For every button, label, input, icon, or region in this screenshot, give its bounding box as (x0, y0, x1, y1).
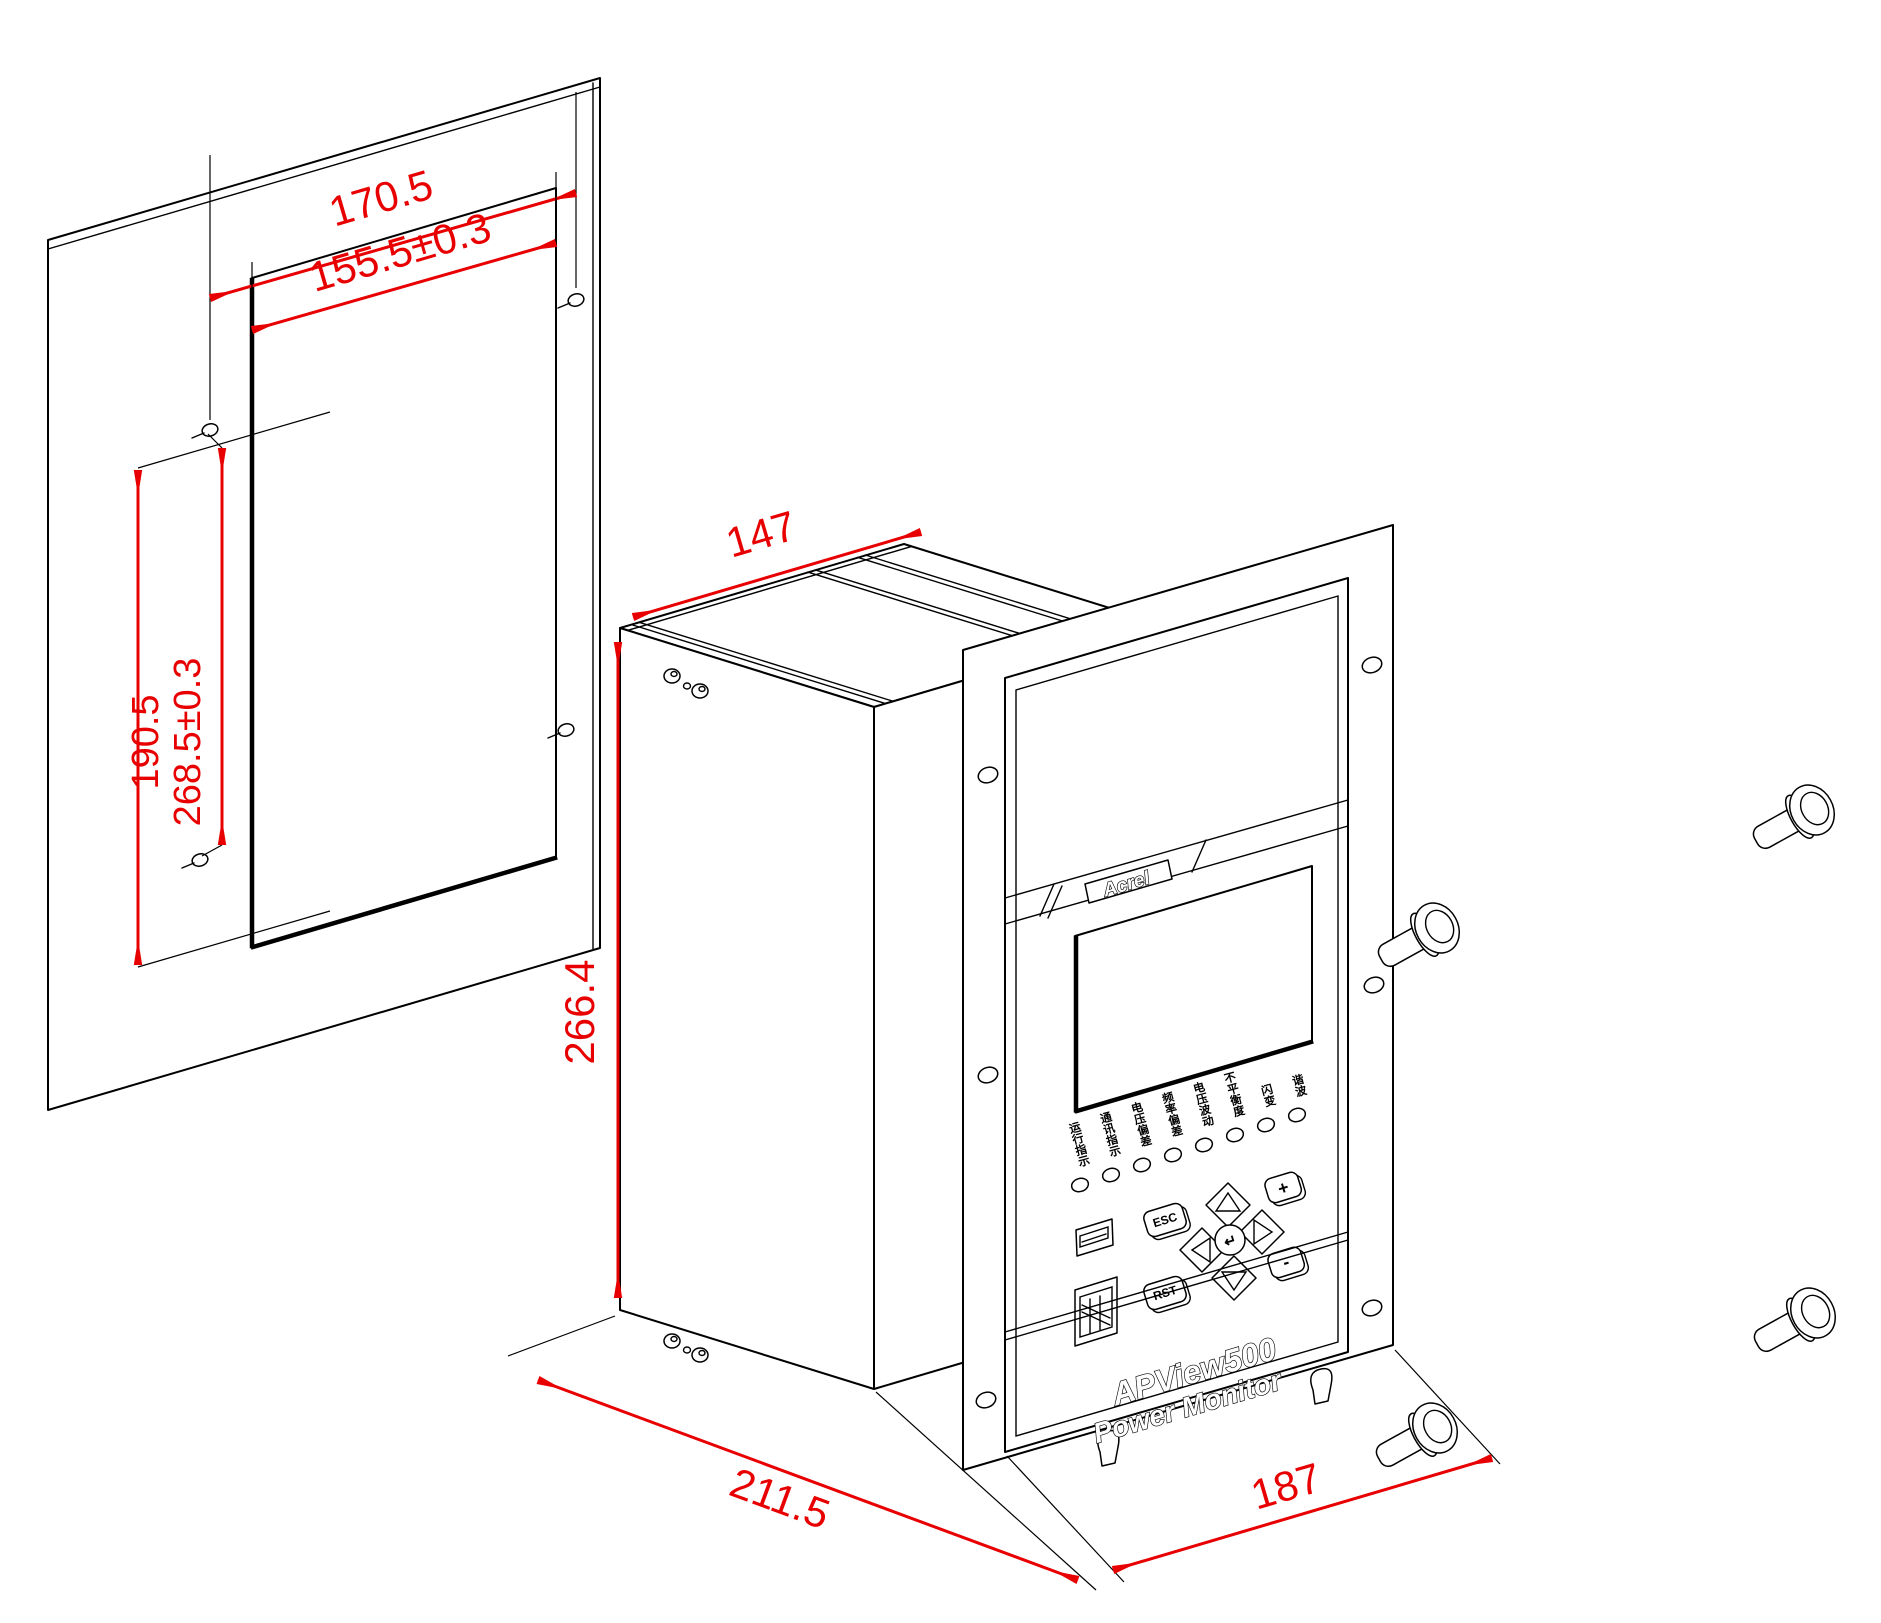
left-arrow-icon (1190, 1236, 1211, 1264)
panel-edge-inner-top (47, 86, 601, 250)
led-label: 闪变 (1260, 1082, 1278, 1110)
led-label: 电压偏差 (1130, 1099, 1154, 1149)
screw (1752, 784, 1836, 850)
cutout-opening (249, 187, 558, 950)
dimension-hole-span-height: 190.5 (125, 411, 331, 968)
flange-hole (1361, 1299, 1383, 1317)
screw (1375, 1402, 1459, 1468)
led-indicator (1101, 1167, 1121, 1183)
dimension-cutout-height: 268.5±0.3 (167, 433, 227, 857)
led-indicator (1194, 1137, 1214, 1153)
mounting-hole (191, 853, 209, 867)
flange-hole (977, 766, 999, 784)
bezel-band-line (1004, 1239, 1349, 1341)
esc-key-label: ESC (1151, 1210, 1179, 1231)
usb-port (1075, 1218, 1114, 1257)
led-indicator (1163, 1147, 1183, 1163)
mounting-panel: 170.5 155.5±0.3 190.5 268.5±0.3 (47, 77, 601, 1111)
flange-hole (977, 1066, 999, 1084)
right-arrow-icon (1253, 1218, 1274, 1246)
nav-right-key (1239, 1209, 1285, 1255)
case-screws (663, 668, 709, 1363)
dim-label-187: 187 (1246, 1454, 1326, 1519)
led-label: 频率偏差 (1161, 1089, 1185, 1139)
led-label: 运行指示 (1067, 1120, 1092, 1169)
up-arrow-icon (1214, 1191, 1242, 1212)
plus-key: + (1264, 1171, 1307, 1207)
screw (1753, 1287, 1837, 1353)
led-indicator (1225, 1127, 1245, 1143)
screw (1377, 902, 1461, 968)
bezel-band-line (1004, 1231, 1349, 1333)
acrel-logo-box (1084, 859, 1173, 904)
enter-key: ↵ (1214, 1224, 1246, 1256)
dimension-height: 266.4 (556, 642, 623, 1298)
keypad: ESC RST (1143, 1171, 1310, 1314)
mounting-screws (1375, 784, 1837, 1468)
ethernet-port (1074, 1276, 1118, 1347)
mounting-hole (201, 423, 219, 437)
led-indicator (1132, 1157, 1152, 1173)
bezel-inner-frame (1015, 595, 1339, 1437)
dim-label-147: 147 (721, 502, 801, 567)
device-left-face (619, 627, 875, 1390)
dim-label-190-5: 190.5 (125, 694, 167, 789)
down-arrow-icon (1220, 1271, 1248, 1292)
rj45-icon (1079, 1286, 1113, 1338)
flange-hole (1361, 656, 1383, 674)
usb-slot-icon (1079, 1226, 1109, 1248)
led-label: 谐波 (1291, 1072, 1309, 1100)
enter-key-label: ↵ (1222, 1231, 1239, 1251)
led-label: 通讯指示 (1098, 1110, 1123, 1159)
dim-label-268-5: 268.5±0.3 (167, 658, 209, 827)
mounting-clip (1310, 1367, 1333, 1405)
led-indicator (1070, 1177, 1090, 1193)
dim-label-266-4: 266.4 (556, 959, 603, 1064)
led-label: 不平衡度 (1223, 1070, 1247, 1119)
minus-key-label: - (1280, 1252, 1292, 1273)
nav-down-key (1211, 1255, 1257, 1301)
mounting-hole (557, 723, 575, 737)
led-indicator (1256, 1117, 1276, 1133)
led-indicator (1287, 1107, 1307, 1123)
esc-key: ESC (1143, 1202, 1191, 1241)
flange-hole (1363, 976, 1385, 994)
led-label: 电压波动 (1192, 1079, 1216, 1129)
